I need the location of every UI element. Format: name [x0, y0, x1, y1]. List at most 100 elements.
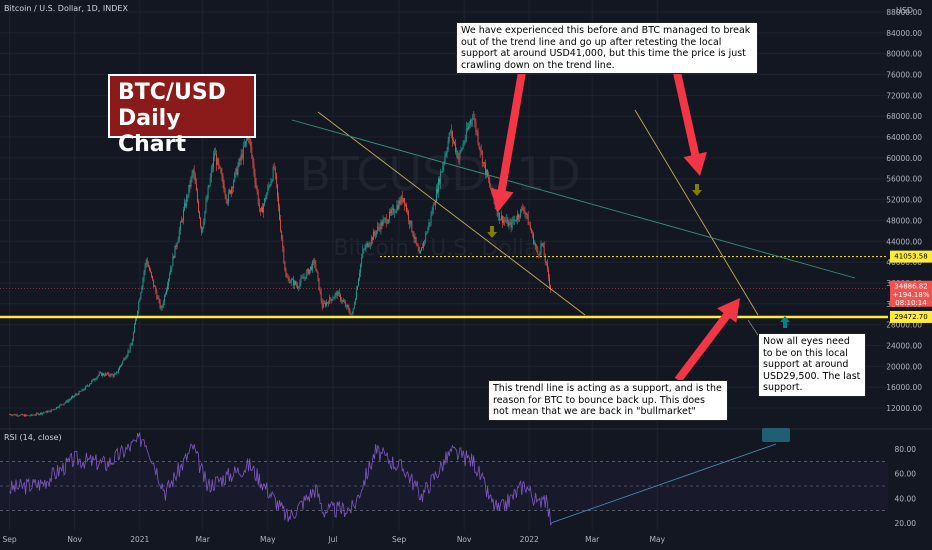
watermark-name: Bitcoin / U.S. Dollar: [333, 236, 547, 261]
candle-body: [344, 301, 346, 303]
candle-body: [190, 177, 192, 187]
candle-body: [379, 227, 381, 230]
candle-body: [418, 250, 420, 254]
red-arrow-bottom: [674, 298, 740, 383]
candle-body: [89, 384, 91, 386]
candle-body: [41, 412, 43, 414]
candle-body: [416, 243, 418, 247]
candle-body: [36, 413, 38, 414]
tag-current-text: 34886.82: [894, 283, 927, 291]
candle-body: [546, 262, 548, 269]
candle-body: [154, 286, 156, 287]
candle-body: [80, 391, 82, 392]
candle-body: [522, 207, 524, 210]
candle-body: [96, 376, 98, 379]
candle-body: [172, 256, 174, 267]
candle-body: [205, 201, 207, 212]
candle-body: [112, 374, 114, 377]
candle-body: [188, 184, 190, 197]
candle-body: [511, 219, 513, 228]
candle-body: [334, 294, 336, 298]
candle-body: [185, 203, 187, 207]
tag-current-box: [890, 280, 932, 307]
candle-body: [267, 187, 269, 194]
candle-body: [275, 173, 277, 185]
candle-body: [130, 345, 132, 346]
candle-body: [371, 237, 373, 241]
candle-body: [251, 146, 253, 157]
candle-body: [56, 407, 57, 409]
candle-body: [471, 119, 473, 121]
candle-body: [132, 332, 134, 341]
candle-body: [301, 277, 303, 279]
rsi-pane: 80.00 60.00 40.00 20.00: [0, 428, 916, 528]
candle-body: [286, 276, 288, 278]
candle-body: [452, 131, 453, 140]
candle-body: [397, 205, 399, 210]
candle-body: [68, 399, 70, 401]
candle-body: [99, 372, 101, 374]
candle-body: [270, 181, 272, 186]
candle-body: [227, 192, 229, 204]
candle-body: [538, 254, 540, 256]
candle-body: [485, 163, 486, 175]
candle-body: [82, 389, 84, 391]
candle-body: [177, 238, 179, 244]
time-tick-label: May: [650, 535, 666, 544]
candle-body: [42, 412, 44, 414]
candle-body: [220, 167, 222, 174]
candle-body: [143, 272, 145, 279]
candle-body: [385, 218, 387, 224]
candle-body: [461, 148, 463, 150]
candle-body: [60, 404, 62, 405]
candle-body: [79, 391, 81, 393]
candle-body: [254, 173, 256, 183]
candle-body: [282, 239, 284, 248]
candle-body: [73, 395, 75, 397]
candle-body: [455, 143, 457, 153]
candle-body: [536, 246, 538, 249]
candle-body: [507, 219, 509, 227]
candle-body: [354, 299, 356, 305]
candle-body: [280, 219, 282, 232]
candle-body: [221, 173, 223, 177]
candle-body: [398, 200, 400, 210]
candle-body: [544, 255, 546, 263]
candle-body: [124, 358, 126, 360]
candle-body: [163, 295, 165, 303]
candle-body: [319, 289, 321, 293]
red-arrow-right: [672, 67, 707, 176]
candle-body: [186, 195, 188, 207]
candle-body: [425, 233, 427, 241]
candle-body: [542, 243, 544, 246]
candle-body: [74, 395, 76, 397]
candle-body: [287, 277, 289, 279]
candle-body: [442, 165, 444, 172]
candle-body: [194, 175, 196, 185]
candle-body: [176, 243, 178, 247]
candle-body: [361, 257, 363, 265]
candle-body: [482, 162, 484, 164]
candle-body: [296, 284, 298, 286]
candle-body: [202, 227, 204, 233]
candle-body: [331, 299, 333, 301]
candle-body: [454, 141, 455, 144]
candle-body: [310, 266, 311, 270]
candle-body: [39, 414, 40, 415]
title-box: BTC/USD Daily Chart: [108, 74, 256, 157]
candle-body: [370, 237, 372, 244]
candle-body: [207, 187, 209, 199]
candle-body: [187, 195, 189, 197]
price-levels: [0, 256, 888, 319]
candle-body: [169, 274, 171, 280]
candle-body: [393, 208, 395, 214]
candle-body: [12, 414, 14, 416]
candle-body: [459, 151, 461, 159]
candle-body: [144, 264, 146, 273]
candle-body: [473, 118, 475, 120]
candle-body: [353, 304, 355, 309]
candle-body: [10, 414, 12, 415]
candle-body: [87, 385, 88, 387]
candle-body: [436, 188, 437, 202]
candle-body: [245, 141, 246, 146]
